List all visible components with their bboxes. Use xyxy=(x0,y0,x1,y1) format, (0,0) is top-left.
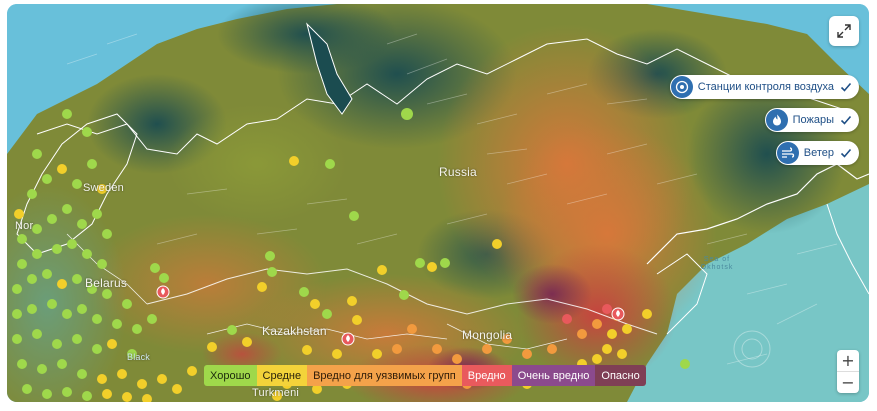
zoom-control: + − xyxy=(837,350,859,393)
toggle-fires[interactable]: Пожары xyxy=(764,108,859,132)
zoom-divider xyxy=(837,371,859,372)
label-sweden: Sweden xyxy=(83,182,124,194)
legend-moderate: Средне xyxy=(256,365,308,386)
air-quality-map[interactable]: Russia Kazakhstan Mongolia Belarus Turkm… xyxy=(7,4,869,402)
fullscreen-button[interactable] xyxy=(829,16,859,46)
legend-unhealthy-sensitive: Вредно для уязвимых групп xyxy=(307,365,462,386)
coastline xyxy=(36,38,858,155)
fire-markers[interactable] xyxy=(156,285,625,346)
toggle-fires-label: Пожары xyxy=(792,114,834,126)
border xyxy=(66,233,148,305)
coastline xyxy=(646,163,869,265)
legend-good-label: Хорошо xyxy=(210,369,251,382)
wind-swirl xyxy=(741,338,763,360)
border xyxy=(206,323,448,340)
label-russia: Russia xyxy=(439,165,477,179)
legend-moderate-label: Средне xyxy=(262,369,302,382)
zoom-out-button[interactable]: − xyxy=(841,373,855,392)
air-station-icon xyxy=(670,76,693,98)
label-belarus: Belarus xyxy=(85,276,128,290)
toggle-wind[interactable]: Ветер xyxy=(775,141,859,165)
label-black-sea: Black xyxy=(127,352,151,362)
label-mongolia: Mongolia xyxy=(462,328,513,342)
border xyxy=(446,323,568,350)
check-icon xyxy=(840,148,852,158)
legend-very-unhealthy: Очень вредно xyxy=(511,365,596,386)
label-kazakhstan: Kazakhstan xyxy=(262,324,327,338)
wind-swirl xyxy=(733,330,771,368)
map-canvas[interactable] xyxy=(7,4,869,402)
toggle-wind-label: Ветер xyxy=(803,147,834,159)
pollution-olive xyxy=(167,104,347,224)
station-cluster-europe[interactable] xyxy=(12,109,197,402)
coastline xyxy=(826,203,869,295)
legend-hazardous-label: Опасно xyxy=(601,369,640,382)
legend-very-unhealthy-label: Очень вредно xyxy=(517,369,590,382)
fire-icon xyxy=(765,109,788,131)
expand-icon xyxy=(837,24,851,38)
legend-unhealthy: Вредно xyxy=(461,365,512,386)
wind-lines xyxy=(66,33,838,365)
fire-icon xyxy=(611,307,625,321)
legend-unhealthy-sensitive-label: Вредно для уязвимых групп xyxy=(313,369,456,382)
toggle-air-stations-label: Станции контроля воздуха xyxy=(697,81,834,93)
aqi-legend: Хорошо Средне Вредно для уязвимых групп … xyxy=(204,365,646,386)
label-turkmenistan: Turkmeni xyxy=(252,387,300,399)
check-icon xyxy=(840,115,852,125)
fire-icon xyxy=(156,285,170,299)
legend-good: Хорошо xyxy=(204,365,257,386)
zoom-in-button[interactable]: + xyxy=(841,351,855,370)
check-icon xyxy=(840,82,852,92)
layer-toggles: Станции контроля воздуха Пожары Вете xyxy=(669,75,859,166)
fire-icon xyxy=(341,332,355,346)
label-norway: Nor xyxy=(15,220,34,232)
pollution-purple xyxy=(512,264,592,324)
coastline xyxy=(656,253,708,335)
wind-icon xyxy=(776,142,799,164)
legend-hazardous: Опасно xyxy=(595,365,646,386)
toggle-air-stations[interactable]: Станции контроля воздуха xyxy=(669,75,859,99)
arctic-patch xyxy=(217,4,397,74)
label-sea-of-okhotsk: Sea of Okhotsk xyxy=(700,256,734,271)
legend-unhealthy-label: Вредно xyxy=(467,369,506,382)
island xyxy=(306,22,353,115)
